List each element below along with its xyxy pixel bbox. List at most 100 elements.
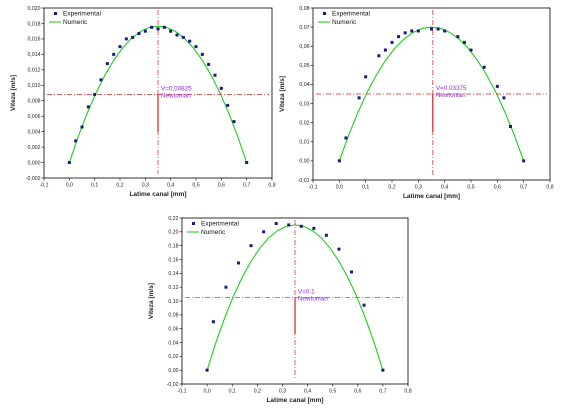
experimental-point bbox=[350, 270, 353, 274]
y-tick-label: 0,008 bbox=[28, 99, 41, 105]
experimental-point bbox=[105, 62, 109, 66]
experimental-point bbox=[456, 35, 460, 39]
y-tick-label: 0,020 bbox=[28, 6, 41, 12]
experimental-point bbox=[344, 136, 348, 140]
x-axis-label: Latime canal [mm] bbox=[403, 193, 460, 200]
y-tick-label: 0,014 bbox=[28, 52, 41, 58]
experimental-point bbox=[175, 33, 179, 37]
y-tick-label: -0,01 bbox=[298, 178, 310, 184]
experimental-point bbox=[357, 96, 361, 100]
x-tick-label: 0,6 bbox=[354, 389, 361, 395]
y-tick-label: -0,02 bbox=[167, 382, 179, 388]
y-tick-label: 0,01 bbox=[299, 140, 309, 146]
x-tick-label: 0,6 bbox=[218, 183, 225, 189]
experimental-point bbox=[207, 62, 211, 66]
experimental-point bbox=[410, 29, 414, 33]
x-tick-label: 0,5 bbox=[467, 185, 474, 191]
x-tick-label: 0,4 bbox=[304, 389, 311, 395]
legend-experimental-label: Experimental bbox=[332, 11, 370, 18]
y-tick-label: 0,012 bbox=[28, 68, 41, 74]
y-tick-label: 0,04 bbox=[168, 340, 178, 346]
y-tick-label: 0,08 bbox=[168, 313, 178, 319]
annotation-model: Newtonian bbox=[436, 92, 466, 99]
y-axis-label: Viteza [m/s] bbox=[10, 75, 17, 111]
plot-frame bbox=[312, 7, 551, 181]
y-tick-label: 0,004 bbox=[28, 129, 41, 135]
experimental-point bbox=[249, 244, 253, 248]
y-tick-label: 0,02 bbox=[299, 120, 309, 126]
experimental-point bbox=[112, 52, 116, 56]
y-tick-label: 0,05 bbox=[299, 63, 309, 69]
experimental-point bbox=[509, 124, 512, 128]
experimental-point bbox=[262, 230, 266, 234]
experimental-point bbox=[312, 226, 316, 230]
y-tick-label: 0,16 bbox=[168, 257, 178, 263]
y-tick-label: 0,06 bbox=[168, 326, 178, 332]
x-tick-label: 0,7 bbox=[243, 183, 250, 189]
experimental-point bbox=[74, 139, 78, 143]
experimental-point bbox=[522, 159, 526, 163]
y-tick-label: 0,016 bbox=[28, 37, 41, 43]
experimental-point bbox=[362, 303, 366, 307]
experimental-point bbox=[383, 48, 387, 52]
experimental-point bbox=[403, 31, 407, 35]
experimental-point bbox=[364, 75, 368, 79]
experimental-point bbox=[124, 37, 128, 41]
y-tick-label: 0,07 bbox=[299, 25, 309, 31]
y-axis-label: Viteza [m/s] bbox=[279, 76, 286, 112]
x-tick-label: 0,3 bbox=[279, 389, 286, 395]
experimental-point bbox=[226, 103, 230, 107]
experimental-point bbox=[99, 78, 103, 82]
experimental-point bbox=[67, 161, 71, 165]
experimental-point bbox=[495, 84, 499, 88]
series-numeric-line bbox=[338, 26, 525, 162]
y-axis-label: Viteza [m/s] bbox=[148, 283, 155, 319]
experimental-point bbox=[93, 93, 97, 97]
annotation-value: V=0.00825 bbox=[161, 85, 192, 92]
experimental-point bbox=[137, 32, 141, 35]
experimental-point bbox=[200, 52, 204, 56]
experimental-point bbox=[80, 125, 84, 129]
experimental-point bbox=[156, 27, 160, 31]
experimental-point bbox=[219, 86, 223, 90]
y-tick-label: 0,10 bbox=[168, 299, 178, 305]
experimental-point bbox=[181, 35, 185, 39]
x-tick-label: -0,1 bbox=[40, 183, 49, 189]
experimental-point bbox=[430, 27, 433, 31]
y-tick-label: 0,04 bbox=[299, 82, 309, 88]
x-tick-label: 0,7 bbox=[379, 389, 386, 395]
chart-panel-3: -0,1 0,0 0,1 0,2 0,3 0,4 0,5 0,6 0,7 0,8 -0,02 0,00… bbox=[148, 216, 412, 404]
experimental-point bbox=[86, 105, 90, 109]
annotation-model: Newtonian bbox=[298, 296, 328, 303]
experimental-point bbox=[169, 29, 173, 33]
experimental-point bbox=[287, 223, 291, 227]
x-tick-label: 0,2 bbox=[254, 389, 261, 395]
experimental-point bbox=[237, 261, 240, 265]
y-tick-label: 0,22 bbox=[168, 216, 178, 222]
chart-panel-2: -0,1 0,0 0,1 0,2 0,3 0,4 0,5 0,6 0,7 0,8 -0,01 0,00… bbox=[279, 6, 554, 200]
experimental-point bbox=[162, 25, 166, 29]
experimental-point bbox=[390, 40, 394, 44]
experimental-point bbox=[245, 161, 249, 165]
experimental-point bbox=[377, 54, 381, 58]
experimental-point bbox=[299, 224, 303, 228]
experimental-point bbox=[205, 368, 209, 372]
y-tick-label: 0,00 bbox=[299, 159, 309, 165]
experimental-point bbox=[381, 368, 385, 372]
x-tick-label: 0,0 bbox=[204, 389, 211, 395]
x-tick-label: 0,7 bbox=[520, 185, 527, 191]
y-tick-label: 0,006 bbox=[28, 114, 41, 120]
y-tick-label: 0,00 bbox=[168, 368, 178, 374]
experimental-point bbox=[436, 27, 440, 31]
x-tick-label: 0,3 bbox=[415, 185, 422, 191]
chart-panel-1: -0,1 0,0 0,1 0,2 0,3 0,4 0,5 0,6 0,7 0,8 -0,002 0,0… bbox=[10, 6, 276, 198]
y-tick-label: 0,010 bbox=[28, 83, 41, 89]
y-tick-label: 0,000 bbox=[28, 160, 41, 166]
y-tick-label: 0,14 bbox=[168, 271, 178, 277]
x-tick-label: 0,0 bbox=[66, 183, 73, 189]
x-tick-label: 0,2 bbox=[116, 183, 123, 189]
x-tick-label: 0,5 bbox=[192, 183, 199, 189]
x-tick-label: -0,1 bbox=[178, 389, 187, 395]
y-tick-label: 0,18 bbox=[168, 243, 178, 249]
